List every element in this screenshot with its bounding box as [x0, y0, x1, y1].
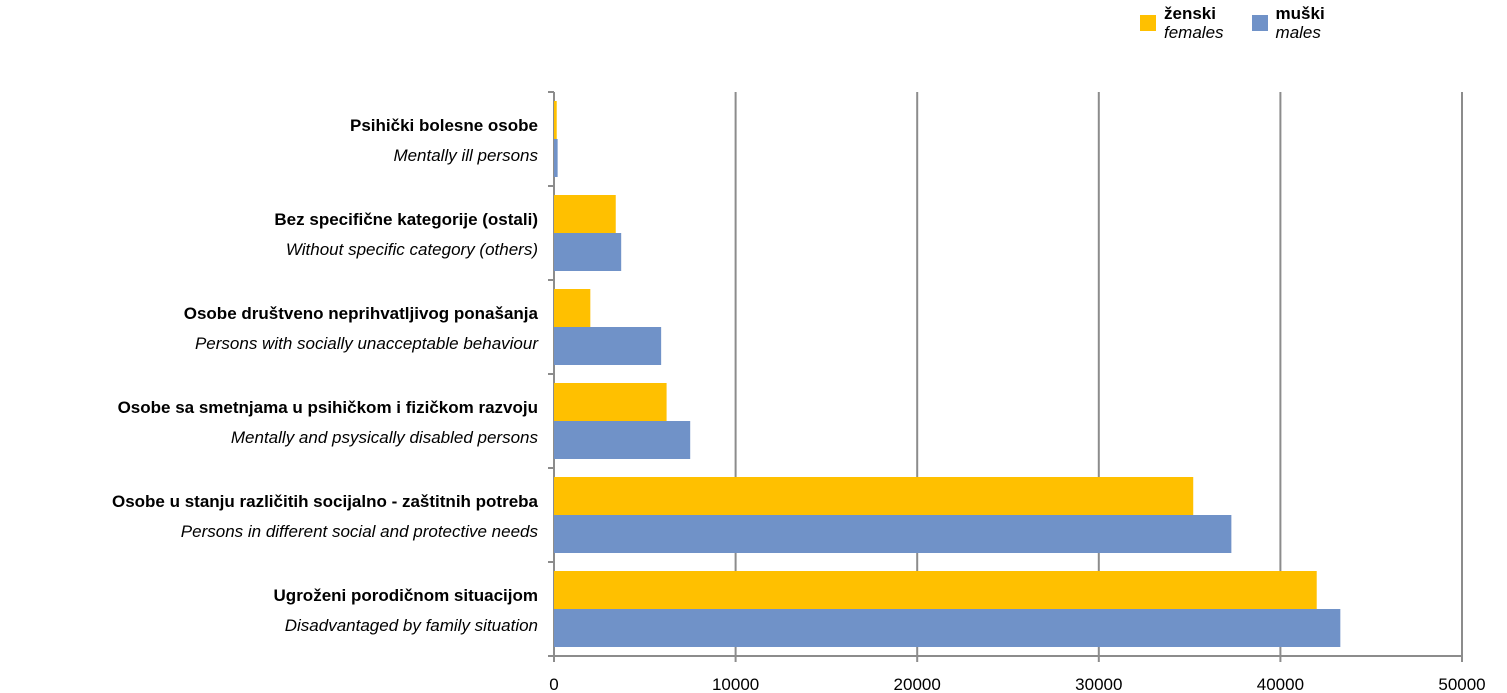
category-label-en: Disadvantaged by family situation	[285, 616, 538, 635]
x-tick-label: 0	[549, 675, 558, 693]
legend-item-females: ženski females	[1140, 4, 1224, 42]
x-tick-label: 20000	[894, 675, 941, 693]
category-label-en: Without specific category (others)	[286, 240, 538, 259]
x-tick-label: 10000	[712, 675, 759, 693]
bar-females	[554, 195, 616, 233]
category-label-local: Osobe sa smetnjama u psihičkom i fizičko…	[118, 398, 538, 417]
bar-males	[554, 609, 1341, 647]
x-tick-label: 40000	[1257, 675, 1304, 693]
bar-males	[554, 327, 662, 365]
bar-males	[554, 233, 622, 271]
legend-item-males: muški males	[1251, 4, 1325, 42]
legend: ženski females muški males	[1140, 4, 1325, 42]
category-label-local: Bez specifične kategorije (ostali)	[274, 210, 538, 229]
category-label-en: Mentally and psysically disabled persons	[231, 428, 539, 447]
category-label-local: Osobe društveno neprihvatljivog ponašanj…	[184, 304, 539, 323]
legend-swatch-males	[1251, 15, 1268, 31]
bar-females	[554, 571, 1317, 609]
legend-swatch-females	[1140, 15, 1156, 31]
bar-males	[554, 421, 691, 459]
legend-label-females-en: females	[1164, 23, 1224, 42]
bar-females	[554, 101, 557, 139]
bar-males	[554, 515, 1232, 553]
bar-females	[554, 383, 667, 421]
category-label-en: Persons in different social and protecti…	[181, 522, 539, 541]
category-label-en: Mentally ill persons	[393, 146, 538, 165]
legend-label-males-en: males	[1275, 23, 1321, 42]
x-tick-label: 50000	[1438, 675, 1485, 693]
x-tick-label: 30000	[1075, 675, 1122, 693]
bar-females	[554, 477, 1194, 515]
category-label-local: Ugroženi porodičnom situacijom	[274, 586, 538, 605]
legend-label-males-local: muški	[1275, 4, 1325, 23]
category-label-en: Persons with socially unacceptable behav…	[195, 334, 539, 353]
legend-label-females-local: ženski	[1164, 4, 1216, 23]
bar-males	[554, 139, 558, 177]
category-label-local: Psihički bolesne osobe	[350, 116, 538, 135]
bar-females	[554, 289, 591, 327]
category-label-local: Osobe u stanju različitih socijalno - za…	[112, 492, 539, 511]
